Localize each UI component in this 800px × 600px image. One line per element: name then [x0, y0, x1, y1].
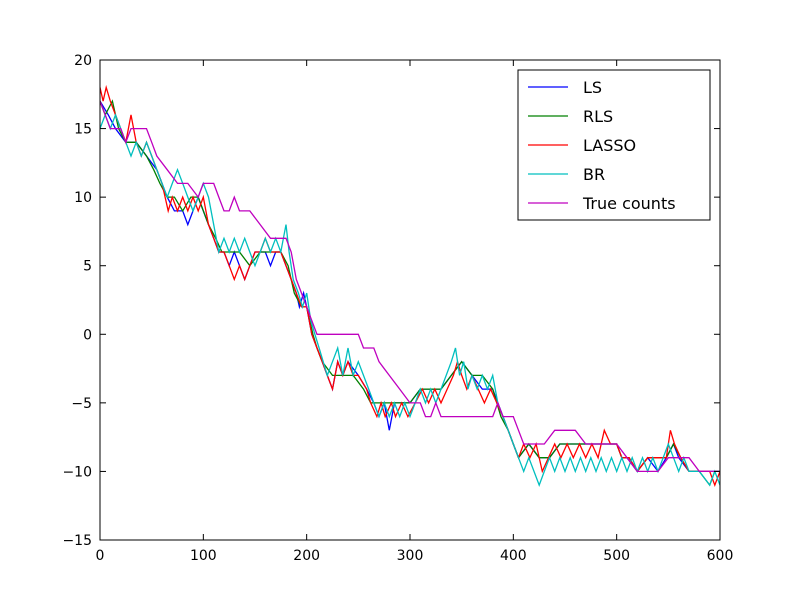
- y-tick-label: −10: [62, 464, 92, 480]
- legend-label: RLS: [583, 107, 613, 126]
- y-tick-label: 0: [83, 327, 92, 343]
- series-line-true-counts: [100, 100, 720, 473]
- legend-label: BR: [583, 165, 605, 184]
- x-tick-label: 100: [190, 548, 217, 564]
- y-tick-label: 20: [74, 53, 92, 69]
- x-tick-label: 600: [707, 548, 734, 564]
- legend-label: LASSO: [583, 136, 636, 155]
- series-line-br: [100, 113, 720, 487]
- x-tick-label: 200: [293, 548, 320, 564]
- y-tick-label: 15: [74, 122, 92, 138]
- axis-ticks: 0 100 200 300 400 500 600 20 15 10 5 0 −5 −10 −15: [62, 53, 733, 564]
- legend-label: True counts: [582, 194, 676, 213]
- series-layer: [100, 84, 720, 487]
- y-tick-label: −5: [71, 396, 92, 412]
- y-tick-label: 10: [74, 190, 92, 206]
- x-tick-label: 0: [96, 548, 105, 564]
- y-tick-label: 5: [83, 259, 92, 275]
- x-tick-label: 500: [603, 548, 630, 564]
- y-tick-label: −15: [62, 533, 92, 549]
- series-line-lasso: [100, 84, 720, 487]
- legend-label: LS: [583, 78, 602, 97]
- legend: LS RLS LASSO BR True counts: [517, 69, 711, 221]
- x-tick-label: 300: [397, 548, 424, 564]
- x-tick-label: 400: [500, 548, 527, 564]
